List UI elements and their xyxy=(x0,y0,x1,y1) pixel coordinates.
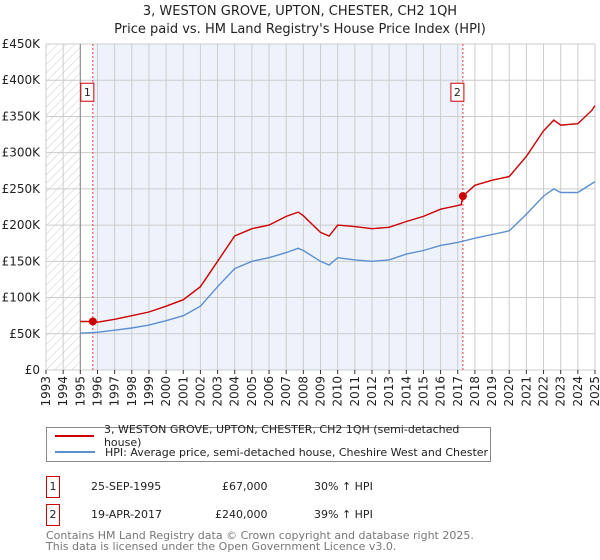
y-tick-label: £300K xyxy=(2,146,42,160)
x-tick-label: 2018 xyxy=(468,376,482,407)
x-tick-label: 2016 xyxy=(434,376,448,407)
x-tick-label: 2003 xyxy=(211,376,225,407)
x-tick-label: 2019 xyxy=(485,376,499,407)
marker-badge: 1 xyxy=(46,476,60,498)
x-tick-label: 2020 xyxy=(502,376,516,407)
y-tick-label: £250K xyxy=(2,182,42,196)
footer-line: This data is licensed under the Open Gov… xyxy=(46,540,397,553)
y-tick-label: £100K xyxy=(2,291,42,305)
x-tick-label: 2021 xyxy=(519,376,533,407)
x-tick-label: 1999 xyxy=(142,376,156,407)
x-tick-label: 2024 xyxy=(571,376,585,407)
x-tick-label: 2012 xyxy=(365,376,379,407)
x-tick-label: 2001 xyxy=(176,376,190,407)
hpi-change: 39% ↑ HPI xyxy=(314,508,373,521)
y-tick-label: £150K xyxy=(2,254,42,268)
hpi-change: 30% ↑ HPI xyxy=(314,480,373,493)
x-tick-label: 2006 xyxy=(262,376,276,407)
x-tick-label: 1993 xyxy=(39,376,53,407)
y-tick-label: £400K xyxy=(2,73,42,87)
x-tick-label: 2007 xyxy=(279,376,293,407)
x-tick-label: 2008 xyxy=(296,376,310,407)
x-tick-label: 1995 xyxy=(73,376,87,407)
sale-marker-label: 2 xyxy=(454,86,461,99)
property-price-line xyxy=(80,105,596,323)
sale-marker-box xyxy=(80,82,95,102)
transaction-row: 2 19-APR-2017 £240,000 39% ↑ HPI xyxy=(46,504,546,528)
ownership-shade xyxy=(92,44,463,370)
hpi-line xyxy=(80,181,596,334)
y-tick-label: £450K xyxy=(2,37,42,51)
date: 25-SEP-1995 xyxy=(91,480,162,493)
x-tick-label: 2014 xyxy=(399,376,413,407)
x-tick-label: 2010 xyxy=(331,376,345,407)
legend-item-hpi: HPI: Average price, semi-detached house,… xyxy=(55,444,488,460)
price: £240,000 xyxy=(215,508,268,521)
x-tick-label: 2023 xyxy=(554,376,568,407)
chart-subtitle: Price paid vs. HM Land Registry's House … xyxy=(114,22,486,37)
x-tick-label: 2011 xyxy=(348,376,362,407)
sale-marker-box xyxy=(450,82,465,102)
sale-point xyxy=(458,192,467,201)
marker-badge: 2 xyxy=(46,504,60,526)
price-chart: £0 £50K £100K £150K £200K £250K £300K £350K £400… xyxy=(2,37,600,407)
legend-label: 3, WESTON GROVE, UPTON, CHESTER, CH2 1QH… xyxy=(103,423,460,449)
x-tick-label: 1998 xyxy=(125,376,139,407)
footer-line: Contains HM Land Registry data © Crown c… xyxy=(46,529,474,542)
x-tick-label: 2009 xyxy=(314,376,328,407)
x-tick-label: 2025 xyxy=(588,376,600,407)
chart-title: 3, WESTON GROVE, UPTON, CHESTER, CH2 1QH xyxy=(142,4,458,19)
y-tick-label: £350K xyxy=(2,109,42,123)
x-tick-label: 2005 xyxy=(245,376,259,407)
x-tick-label: 2000 xyxy=(159,376,173,407)
x-tick-label: 2022 xyxy=(537,376,551,407)
x-tick-label: 2002 xyxy=(193,376,207,407)
x-tick-label: 2015 xyxy=(416,376,430,407)
sale-marker-label: 1 xyxy=(84,86,91,99)
x-tick-label: 1996 xyxy=(90,376,104,407)
date: 19-APR-2017 xyxy=(91,508,163,521)
y-tick-label: £50K xyxy=(9,327,41,341)
x-tick-label: 2004 xyxy=(228,376,242,407)
x-tick-label: 1997 xyxy=(108,376,122,407)
transaction-row: 1 25-SEP-1995 £67,000 30% ↑ HPI xyxy=(46,476,546,500)
y-tick-label: £200K xyxy=(2,218,42,232)
legend: 3, WESTON GROVE, UPTON, CHESTER, CH2 1QH… xyxy=(46,423,491,462)
legend-item-property: 3, WESTON GROVE, UPTON, CHESTER, CH2 1QH… xyxy=(55,423,490,449)
y-tick-label: £0 xyxy=(25,363,40,377)
footer: Contains HM Land Registry data © Crown c… xyxy=(46,530,474,552)
price: £67,000 xyxy=(222,480,268,493)
legend-label: HPI: Average price, semi-detached house,… xyxy=(105,445,489,459)
x-tick-label: 1994 xyxy=(56,376,70,407)
sale-point xyxy=(88,317,97,326)
x-tick-label: 2017 xyxy=(451,376,465,407)
x-tick-label: 2013 xyxy=(382,376,396,407)
